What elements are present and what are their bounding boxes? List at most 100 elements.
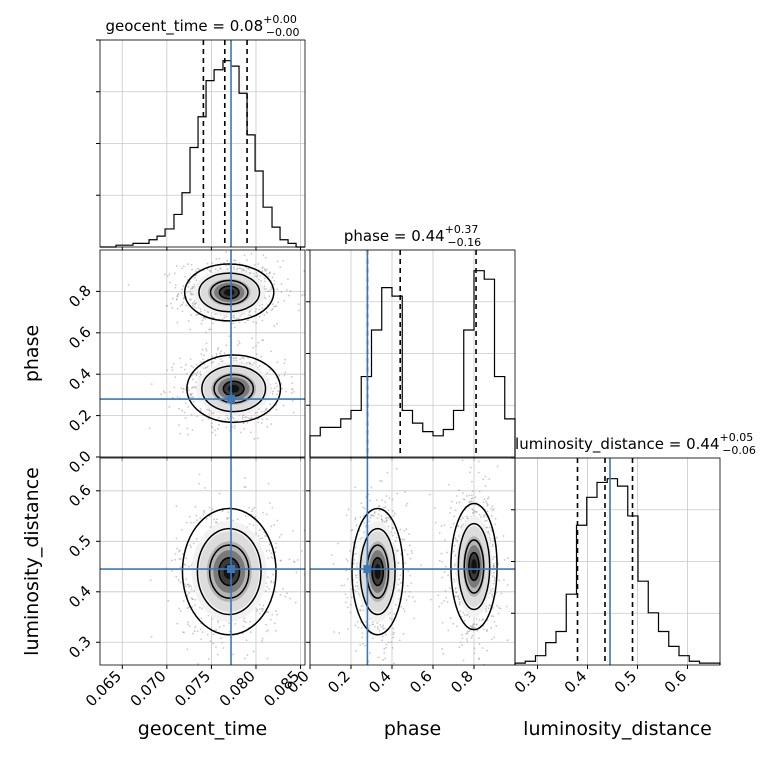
sample-point: [250, 253, 253, 255]
sample-point: [263, 531, 265, 534]
sample-point: [180, 291, 183, 294]
sample-point: [176, 321, 179, 324]
sample-point: [176, 547, 178, 550]
sample-point: [271, 276, 274, 279]
sample-point: [216, 348, 219, 351]
sample-point: [410, 582, 413, 585]
sample-point: [463, 619, 466, 622]
sample-point: [272, 581, 275, 584]
sample-point: [471, 490, 474, 493]
sample-point: [171, 569, 174, 572]
sample-point: [150, 635, 153, 638]
sample-point: [487, 607, 490, 610]
sample-point: [387, 516, 390, 519]
sample-point: [462, 498, 465, 500]
sample-point: [474, 496, 477, 499]
sample-point: [465, 638, 468, 640]
sample-point: [383, 652, 386, 654]
sample-point: [396, 550, 399, 553]
sample-point: [386, 472, 389, 474]
sample-point: [207, 614, 210, 617]
sample-point: [441, 647, 444, 650]
sample-point: [381, 499, 383, 502]
sample-point: [493, 620, 496, 623]
sample-point: [477, 460, 480, 463]
sample-point: [478, 643, 481, 645]
sample-point: [494, 523, 496, 526]
sample-point: [482, 478, 485, 481]
sample-point: [203, 509, 206, 512]
sample-point: [408, 590, 411, 593]
sample-point: [231, 416, 234, 419]
sample-point: [471, 634, 474, 637]
sample-point: [407, 570, 410, 573]
density-contour: [196, 527, 262, 616]
sample-point: [233, 357, 235, 360]
sample-point: [211, 262, 214, 264]
sample-point: [165, 290, 168, 293]
sample-point: [468, 500, 471, 503]
sample-point: [203, 354, 205, 357]
sample-point: [179, 610, 182, 612]
sample-point: [225, 251, 228, 253]
sample-point: [224, 419, 227, 421]
sample-point: [275, 305, 278, 307]
sample-point: [255, 353, 258, 356]
sample-point: [494, 517, 497, 520]
sample-point: [211, 508, 214, 511]
sample-point: [182, 391, 184, 393]
sample-point: [180, 528, 183, 531]
sample-point: [283, 299, 286, 302]
sample-point: [196, 267, 199, 270]
sample-point: [461, 644, 464, 647]
sample-point: [453, 544, 456, 547]
sample-point: [190, 413, 193, 416]
y-tick-label: 0.4: [65, 582, 95, 612]
grid-lines: [309, 458, 515, 665]
sample-point: [191, 268, 194, 271]
sample-point: [440, 560, 443, 563]
sample-point: [380, 515, 383, 517]
sample-point: [254, 310, 257, 313]
sample-point: [382, 627, 385, 630]
sample-point: [392, 509, 394, 512]
sample-point: [494, 686, 496, 688]
sample-point: [384, 506, 387, 509]
sample-point: [350, 596, 353, 599]
sample-point: [486, 690, 488, 692]
sample-point: [166, 369, 168, 372]
sample-point: [218, 492, 221, 495]
sample-point: [458, 603, 461, 606]
sample-point: [177, 579, 180, 582]
sample-point: [225, 315, 228, 318]
sample-point: [171, 369, 174, 372]
sample-point: [492, 558, 495, 560]
sample-point: [346, 560, 349, 562]
sample-point: [272, 390, 274, 393]
sample-point: [248, 506, 251, 509]
sample-point: [200, 353, 203, 356]
sample-point: [461, 637, 464, 640]
sample-point: [371, 637, 374, 640]
sample-point: [274, 590, 277, 593]
sample-point: [273, 306, 275, 308]
sample-point: [209, 410, 211, 413]
sample-point: [208, 413, 211, 415]
sample-point: [185, 578, 188, 580]
density-contour: [371, 556, 385, 587]
sample-point: [179, 566, 182, 568]
sample-point: [279, 266, 282, 269]
density-contour: [218, 285, 240, 300]
sample-point: [169, 281, 172, 284]
sample-point: [406, 502, 409, 505]
sample-point: [246, 361, 248, 364]
sample-point: [246, 421, 249, 424]
sample-point: [354, 517, 357, 519]
sample-point: [459, 610, 462, 612]
sample-point: [190, 263, 193, 266]
sample-point: [411, 552, 413, 555]
sample-point: [181, 288, 183, 291]
sample-point: [482, 516, 485, 518]
sample-point: [258, 365, 261, 367]
sample-point: [206, 262, 209, 265]
